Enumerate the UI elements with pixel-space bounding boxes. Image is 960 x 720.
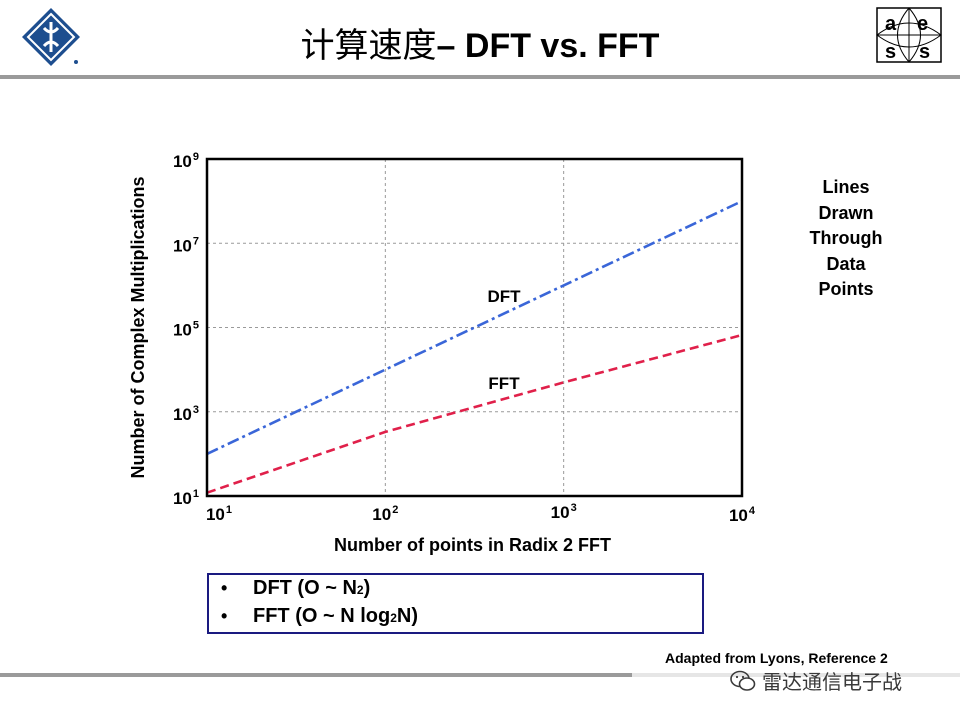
footer-divider (0, 673, 632, 677)
x-tick-label: 101 (206, 504, 232, 524)
dft-close: ) (363, 577, 371, 599)
side-note-line: Points (818, 279, 874, 299)
series-line-fft (206, 333, 743, 494)
footer-divider-faded (632, 673, 960, 677)
legend-item-dft: • DFT (O ~ N 2) (221, 577, 702, 605)
y-tick-label: 109 (173, 151, 199, 171)
side-note-line: Data (826, 253, 866, 274)
title-chinese: 计算速度 (300, 26, 437, 66)
complexity-legend-box: • DFT (O ~ N 2) • FFT (O ~ N log 2 N) (207, 573, 704, 634)
header-divider (0, 75, 960, 79)
bullet-icon: • (221, 578, 228, 598)
dft-exponent: 2 (356, 583, 364, 597)
page-title: 计算速度– DFT vs. FFT (0, 18, 960, 67)
y-axis-title: Number of Complex Multiplications (128, 176, 148, 478)
legend-item-fft: • FFT (O ~ N log 2 N) (221, 605, 702, 633)
title-english: – DFT vs. FFT (436, 27, 660, 65)
x-tick-label: 103 (551, 502, 577, 522)
source-credit: Adapted from Lyons, Reference 2 (665, 650, 888, 666)
aess-letter-e: e (917, 13, 928, 35)
series-line-dft (206, 199, 743, 456)
y-tick-label: 107 (173, 235, 199, 255)
x-tick-label: 104 (729, 505, 756, 525)
bullet-icon: • (221, 606, 228, 626)
aess-logo-icon: a e s s (876, 7, 942, 63)
wechat-icon (730, 670, 756, 691)
series-label-dft: DFT (487, 287, 521, 306)
fft-complexity-text: FFT (O ~ N log (253, 605, 391, 627)
x-tick-label: 102 (372, 504, 398, 524)
aess-letter-a: a (885, 13, 897, 35)
side-note-line: Lines (822, 177, 870, 197)
fft-close: N) (396, 605, 419, 627)
aess-letter-s2: s (919, 41, 930, 63)
x-axis-title: Number of points in Radix 2 FFT (334, 535, 611, 555)
side-note-line: Through (809, 228, 883, 248)
side-note-line: Drawn (818, 202, 874, 223)
fft-log-base: 2 (390, 611, 397, 625)
plot-frame (205, 157, 744, 498)
side-note: Lines Drawn Through Data Points (790, 175, 902, 303)
aess-letter-s1: s (885, 41, 896, 63)
y-tick-label: 101 (173, 488, 199, 508)
series-label-fft: FFT (488, 374, 520, 393)
dft-complexity-text: DFT (O ~ N (253, 577, 357, 599)
watermark-text: 雷达通信电子战 (762, 672, 902, 694)
y-tick-label: 105 (173, 320, 199, 340)
ieee-logo-icon (22, 8, 80, 66)
watermark: 雷达通信电子战 (730, 666, 902, 695)
y-tick-label: 103 (173, 404, 199, 424)
